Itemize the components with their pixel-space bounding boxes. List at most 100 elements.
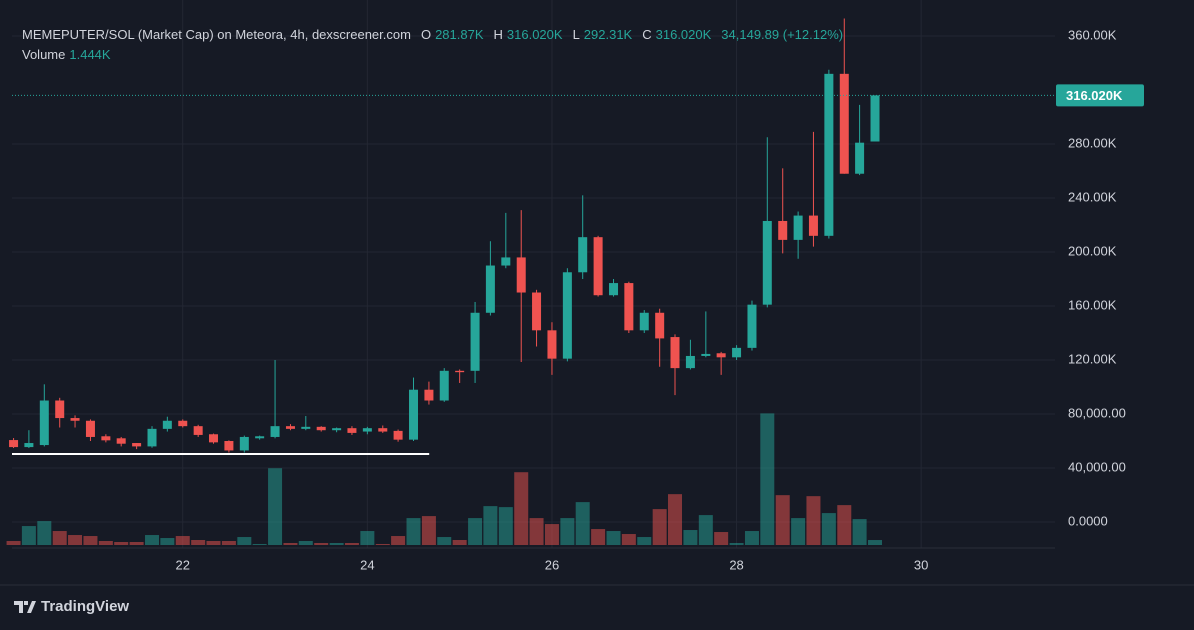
volume-bar bbox=[268, 468, 283, 545]
y-tick-label: 360.00K bbox=[1068, 27, 1117, 42]
volume-bar bbox=[129, 541, 144, 545]
volume-bar bbox=[37, 521, 52, 545]
volume-bar bbox=[760, 413, 775, 545]
candle-body bbox=[224, 441, 234, 451]
symbol-title: MEMEPUTER/SOL (Market Cap) on Meteora, 4… bbox=[22, 27, 411, 42]
ohlc-key: L bbox=[572, 27, 580, 42]
candle-body bbox=[101, 436, 111, 441]
y-tick-label: 120.00K bbox=[1068, 351, 1117, 366]
volume-bar bbox=[744, 531, 759, 545]
candle-body bbox=[839, 73, 849, 174]
volume-bar bbox=[698, 515, 713, 545]
candle-body bbox=[393, 430, 403, 440]
candle-body bbox=[255, 436, 265, 439]
volume-bar bbox=[252, 543, 267, 545]
candle-body bbox=[732, 347, 742, 358]
volume-bar bbox=[468, 518, 483, 545]
volume-bar bbox=[114, 541, 129, 545]
ohlc-value: 281.87K bbox=[435, 27, 484, 42]
candle-body bbox=[855, 142, 865, 174]
volume-row: Volume 1.444K bbox=[22, 45, 843, 65]
brand-name: TradingView bbox=[41, 598, 130, 615]
last-price-box bbox=[1056, 84, 1144, 107]
change-value: 34,149.89 (+12.12%) bbox=[721, 27, 844, 42]
x-tick-label: 26 bbox=[545, 557, 559, 572]
candle-body bbox=[655, 312, 665, 339]
volume-bar bbox=[868, 540, 883, 545]
candle-body bbox=[39, 400, 49, 446]
candle-body bbox=[639, 312, 649, 331]
candle-body bbox=[178, 420, 188, 427]
y-tick-label: 40,000.00 bbox=[1068, 459, 1126, 474]
volume-bar bbox=[806, 496, 821, 545]
candle-body bbox=[501, 257, 511, 266]
candle-body bbox=[455, 370, 465, 373]
volume-bar bbox=[160, 538, 175, 545]
volume-bar bbox=[6, 541, 21, 545]
candle-body bbox=[378, 428, 388, 432]
candle-body bbox=[316, 426, 326, 431]
candle-body bbox=[685, 355, 695, 369]
last-price-label: 316.020K bbox=[1066, 88, 1123, 103]
candle-body bbox=[424, 389, 434, 401]
y-tick-label: 200.00K bbox=[1068, 243, 1117, 258]
volume-bar bbox=[837, 505, 852, 545]
volume-bar bbox=[68, 535, 83, 545]
candle-body bbox=[485, 265, 495, 313]
candle-body bbox=[24, 443, 34, 448]
volume-bar bbox=[52, 531, 67, 545]
volume-bar bbox=[560, 518, 575, 545]
candle-body bbox=[609, 283, 619, 296]
candle-body bbox=[409, 389, 419, 440]
brand-icon bbox=[14, 600, 36, 613]
candle-body bbox=[132, 443, 142, 447]
volume-bar bbox=[621, 534, 636, 545]
volume-bar bbox=[637, 537, 652, 545]
volume-bar bbox=[21, 526, 36, 545]
candle-body bbox=[332, 428, 342, 431]
volume-bar bbox=[452, 539, 467, 545]
volume-bar bbox=[529, 518, 544, 545]
volume-bar bbox=[791, 518, 806, 545]
ohlc-value: 316.020K bbox=[655, 27, 712, 42]
volume-bar bbox=[221, 540, 236, 545]
volume-bar bbox=[145, 535, 160, 545]
volume-bar bbox=[591, 529, 606, 545]
y-tick-label: 80,000.00 bbox=[1068, 405, 1126, 420]
candle-body bbox=[347, 428, 357, 433]
volume-bar bbox=[83, 536, 98, 545]
volume-bar bbox=[237, 537, 252, 545]
candle-body bbox=[85, 420, 95, 437]
candle-body bbox=[762, 220, 772, 305]
volume-bar bbox=[821, 513, 836, 545]
y-tick-label: 0.0000 bbox=[1068, 513, 1108, 528]
candle-body bbox=[716, 353, 726, 358]
volume-bar bbox=[406, 518, 421, 545]
volume-bar bbox=[344, 542, 359, 545]
volume-bar bbox=[667, 494, 682, 545]
candle-body bbox=[824, 73, 834, 236]
volume-bar bbox=[191, 539, 206, 545]
volume-bar bbox=[283, 542, 298, 545]
volume-bar bbox=[714, 532, 729, 545]
candle-body bbox=[516, 257, 526, 293]
volume-bar bbox=[729, 542, 744, 545]
candle-body bbox=[162, 420, 172, 429]
candle-body bbox=[547, 330, 557, 359]
volume-bar bbox=[483, 506, 498, 545]
candle-body bbox=[578, 237, 588, 273]
volume-label: Volume bbox=[22, 47, 66, 62]
volume-bar bbox=[498, 507, 513, 545]
volume-bar bbox=[775, 495, 790, 545]
ohlc-key: O bbox=[420, 27, 432, 42]
candle-body bbox=[701, 353, 711, 356]
candle-body bbox=[362, 428, 372, 432]
candle-body bbox=[778, 220, 788, 240]
volume-bar bbox=[175, 536, 190, 545]
candle-body bbox=[593, 237, 603, 296]
candle-body bbox=[670, 337, 680, 369]
candle-body bbox=[532, 292, 542, 331]
x-tick-label: 24 bbox=[360, 557, 374, 572]
x-tick-label: 28 bbox=[729, 557, 743, 572]
brand-logo[interactable]: TradingView bbox=[14, 598, 129, 615]
